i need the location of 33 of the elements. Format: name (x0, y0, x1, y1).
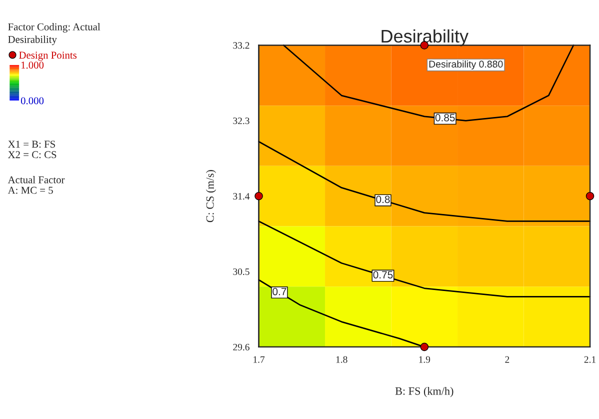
line-series (258, 220, 591, 298)
y-tick-label: 30.5 (233, 268, 250, 276)
x-tick-label: 1.7 (254, 356, 265, 363)
point (420, 342, 429, 352)
series-label: 0.7 (272, 288, 286, 296)
color-bar-title: Desirability (8, 36, 57, 46)
y-tick-label: 33.2 (233, 42, 250, 49)
series-label: 0.8 (376, 196, 390, 204)
color-bar-label: 1.000 (21, 62, 44, 69)
text: A: MC = 5 (8, 186, 53, 194)
annotation: Desirability 0.880 (429, 60, 503, 70)
y-tick-label: 32.3 (233, 118, 250, 124)
y-axis-title: C: CS (m/s) (206, 170, 216, 222)
text: Factor Coding: Actual (8, 23, 100, 33)
text: X1 = B: FS (8, 140, 55, 148)
x-tick-label: 1.9 (419, 356, 430, 363)
x-axis-title: B: FS (km/h) (395, 387, 454, 398)
y-tick-label: 31.4 (233, 193, 250, 200)
line-series (282, 44, 574, 122)
color-bar-label: 0.000 (20, 97, 44, 104)
legend-label: Design Points (19, 52, 77, 61)
x-tick-label: 2.1 (584, 356, 596, 363)
point (586, 192, 594, 200)
chart-title: Desirability (382, 29, 469, 46)
text: X2 = C: CS (8, 151, 56, 158)
x-tick-label: 1.8 (336, 356, 348, 363)
y-tick-label: 29.6 (233, 344, 250, 350)
series-label: 0.85 (435, 114, 455, 122)
x-tick-label: 2 (505, 356, 510, 363)
text: Actual Factor (8, 176, 65, 184)
line-series (258, 140, 591, 222)
series-label: 0.75 (373, 271, 393, 278)
point (254, 192, 263, 200)
